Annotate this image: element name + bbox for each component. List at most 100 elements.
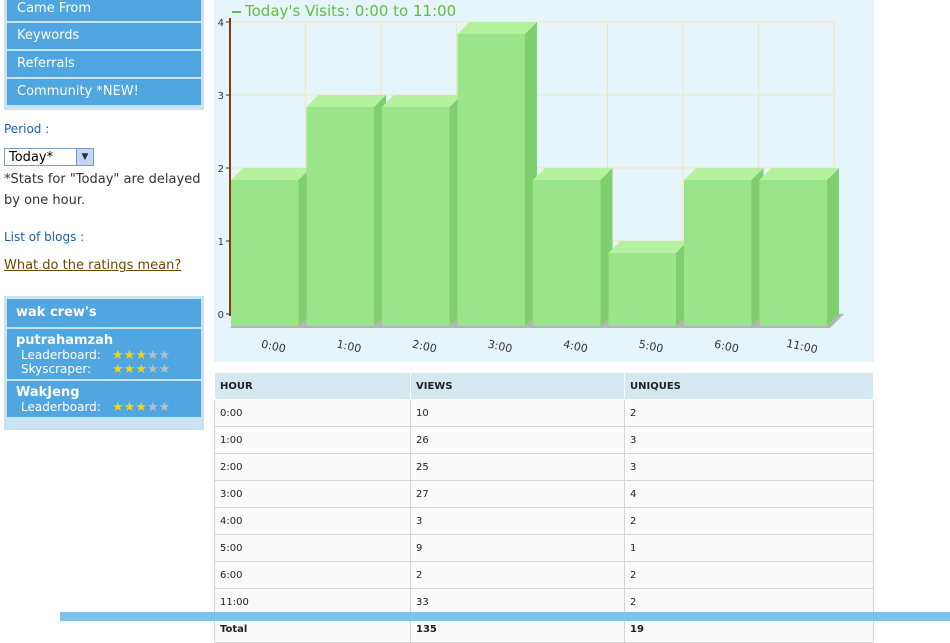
table-row: 6:00 2 2 xyxy=(214,561,874,589)
table-row: 5:00 9 1 xyxy=(214,534,874,562)
y-tick-label: 1 xyxy=(218,237,224,248)
col-hour: HOUR xyxy=(214,372,411,400)
crew-panel: wak crew's putrahamzah Leaderboard: ★★★★… xyxy=(4,296,204,430)
stats-nav-menu: Came From Keywords Referrals Community *… xyxy=(4,0,204,110)
member-name[interactable]: putrahamzah xyxy=(16,333,114,348)
uniques-cell: 2 xyxy=(624,588,874,616)
star-rating: ★★★★★ xyxy=(112,362,170,377)
views-cell: 9 xyxy=(410,534,625,562)
delay-note: *Stats for "Today" are delayed by one ho… xyxy=(4,172,201,208)
y-tick-label: 4 xyxy=(218,18,224,29)
bar xyxy=(684,180,752,326)
bar-top xyxy=(231,168,311,180)
bar-top xyxy=(684,168,764,180)
bar-top xyxy=(457,22,537,34)
views-cell: 10 xyxy=(410,399,625,427)
crew-member: WakJeng Leaderboard: ★★★★★ xyxy=(7,381,201,417)
period-select[interactable]: Today* ▼ xyxy=(4,148,94,166)
x-tick-label: 11:00 xyxy=(785,337,819,356)
bar-top xyxy=(608,241,688,253)
star-filled-icon: ★ xyxy=(112,348,124,363)
bar xyxy=(608,253,676,326)
star-empty-icon: ★ xyxy=(146,400,159,415)
uniques-cell: 2 xyxy=(624,561,874,589)
views-cell: 25 xyxy=(410,453,625,481)
star-filled-icon: ★ xyxy=(135,362,147,377)
bar-top xyxy=(533,168,613,180)
nav-keywords[interactable]: Keywords xyxy=(7,23,201,49)
views-cell: 2 xyxy=(410,561,625,589)
uniques-cell: 1 xyxy=(624,534,874,562)
table-row: 4:00 3 2 xyxy=(214,507,874,535)
x-tick-label: 0:00 xyxy=(260,338,287,356)
star-rating: ★★★★★ xyxy=(112,348,170,363)
star-filled-icon: ★ xyxy=(123,362,136,377)
hour-cell: 1:00 xyxy=(214,426,411,454)
y-tick-label: 2 xyxy=(218,164,224,175)
bar xyxy=(231,180,299,326)
bar xyxy=(457,34,525,326)
star-empty-icon: ★ xyxy=(146,348,159,363)
period-select-value: Today* xyxy=(9,150,54,165)
star-filled-icon: ★ xyxy=(135,400,147,415)
table-row: 0:00 10 2 xyxy=(214,399,874,427)
star-filled-icon: ★ xyxy=(112,362,124,377)
page-footer-strip xyxy=(60,612,950,621)
star-empty-icon: ★ xyxy=(158,348,171,363)
uniques-cell: 3 xyxy=(624,426,874,454)
bar-side xyxy=(827,168,839,326)
hour-cell: 0:00 xyxy=(214,399,411,427)
uniques-cell: 2 xyxy=(624,399,874,427)
bar-top xyxy=(759,168,839,180)
hour-cell: 4:00 xyxy=(214,507,411,535)
star-empty-icon: ★ xyxy=(158,362,171,377)
bar xyxy=(533,180,601,326)
bar xyxy=(382,107,450,326)
hour-cell: 11:00 xyxy=(214,588,411,616)
ratings-help-link[interactable]: What do the ratings mean? xyxy=(4,258,182,273)
views-cell: 3 xyxy=(410,507,625,535)
star-filled-icon: ★ xyxy=(112,400,124,415)
views-cell: 26 xyxy=(410,426,625,454)
member-name[interactable]: WakJeng xyxy=(16,385,80,400)
star-empty-icon: ★ xyxy=(158,400,171,415)
x-tick-label: 4:00 xyxy=(562,338,589,356)
list-of-blogs-label: List of blogs : xyxy=(4,230,85,244)
star-empty-icon: ★ xyxy=(146,362,159,377)
col-views: VIEWS xyxy=(410,372,625,400)
visits-bar-chart: 0 1 2 3 4 0:00 1:00 2:00 3:00 4:00 5:00 6:00 11:00 xyxy=(218,18,844,356)
hour-cell: 5:00 xyxy=(214,534,411,562)
x-tick-label: 3:00 xyxy=(487,338,514,356)
x-tick-label: 1:00 xyxy=(336,338,363,356)
bar-top xyxy=(382,95,462,107)
table-row: 11:00 33 2 xyxy=(214,588,874,616)
hourly-stats-table: HOUR VIEWS UNIQUES 0:00 10 2 1:00 26 3 2:00 25 3… xyxy=(214,372,874,643)
chevron-down-icon[interactable]: ▼ xyxy=(76,149,93,165)
rating-label: Leaderboard: xyxy=(21,348,101,362)
hour-cell: 3:00 xyxy=(214,480,411,508)
table-row: 2:00 25 3 xyxy=(214,453,874,481)
star-filled-icon: ★ xyxy=(123,348,136,363)
hour-cell: 6:00 xyxy=(214,561,411,589)
hour-cell: 2:00 xyxy=(214,453,411,481)
rating-label: Skyscraper: xyxy=(21,362,92,376)
star-rating: ★★★★★ xyxy=(112,400,170,415)
nav-community[interactable]: Community *NEW! xyxy=(7,79,201,105)
chart-title: Today's Visits: 0:00 to 11:00 xyxy=(232,2,456,20)
uniques-cell: 4 xyxy=(624,480,874,508)
nav-came-from[interactable]: Came From xyxy=(7,0,201,21)
period-label: Period : xyxy=(4,122,50,136)
crew-title: wak crew's xyxy=(7,299,201,327)
bar-top xyxy=(306,95,386,107)
nav-referrals[interactable]: Referrals xyxy=(7,51,201,77)
uniques-cell: 2 xyxy=(624,507,874,535)
star-filled-icon: ★ xyxy=(123,400,136,415)
uniques-cell: 3 xyxy=(624,453,874,481)
views-cell: 27 xyxy=(410,480,625,508)
col-uniques: UNIQUES xyxy=(624,372,874,400)
bar xyxy=(759,180,827,326)
x-tick-label: 6:00 xyxy=(713,338,740,356)
rating-label: Leaderboard: xyxy=(21,400,101,414)
y-tick-label: 3 xyxy=(218,91,224,102)
x-tick-label: 5:00 xyxy=(638,338,665,356)
